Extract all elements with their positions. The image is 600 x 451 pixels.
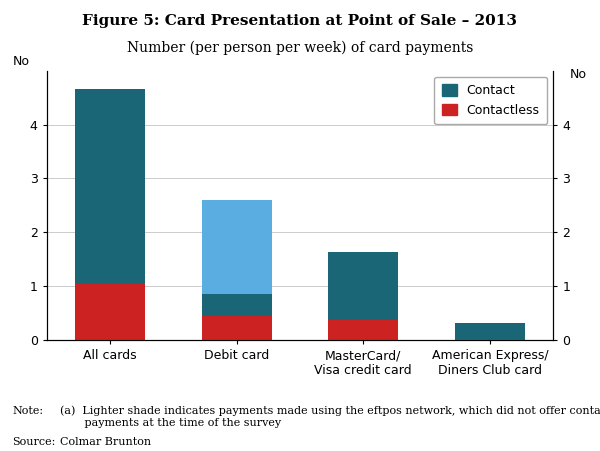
Bar: [455, 323, 525, 339]
Bar: [202, 295, 272, 316]
Y-axis label: No: No: [13, 55, 30, 68]
Bar: [202, 200, 272, 295]
Text: Colmar Brunton: Colmar Brunton: [60, 437, 151, 447]
Text: Figure 5: Card Presentation at Point of Sale – 2013: Figure 5: Card Presentation at Point of …: [83, 14, 517, 28]
Bar: [328, 320, 398, 341]
Bar: [75, 89, 145, 284]
Text: Source:: Source:: [12, 437, 55, 447]
Legend: Contact, Contactless: Contact, Contactless: [434, 77, 547, 124]
Bar: [75, 284, 145, 341]
Bar: [328, 253, 398, 320]
Text: Note:: Note:: [12, 406, 43, 416]
Text: (a)  Lighter shade indicates payments made using the eftpos network, which did n: (a) Lighter shade indicates payments mad…: [60, 406, 600, 428]
Text: Number (per person per week) of card payments: Number (per person per week) of card pay…: [127, 41, 473, 55]
Y-axis label: No: No: [570, 68, 587, 81]
Bar: [455, 339, 525, 341]
Bar: [202, 316, 272, 341]
